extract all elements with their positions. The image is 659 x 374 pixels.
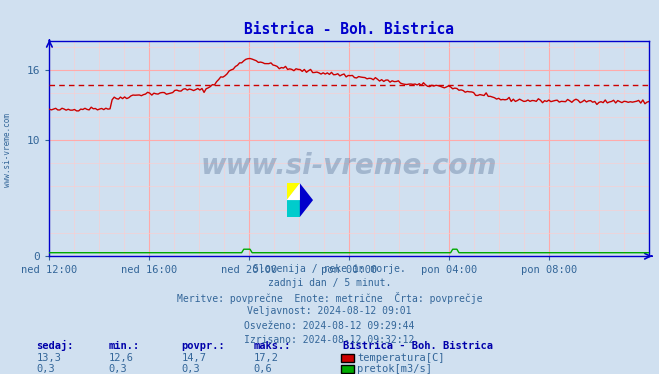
Text: sedaj:: sedaj: [36,340,74,352]
Text: 17,2: 17,2 [254,353,279,363]
Text: maks.:: maks.: [254,341,291,351]
Text: 0,6: 0,6 [254,364,272,374]
Text: pretok[m3/s]: pretok[m3/s] [357,364,432,374]
Text: povpr.:: povpr.: [181,341,225,351]
Title: Bistrica - Boh. Bistrica: Bistrica - Boh. Bistrica [244,22,454,37]
Text: Veljavnost: 2024-08-12 09:01: Veljavnost: 2024-08-12 09:01 [247,306,412,316]
Text: 0,3: 0,3 [181,364,200,374]
Text: 14,7: 14,7 [181,353,206,363]
Text: Bistrica - Boh. Bistrica: Bistrica - Boh. Bistrica [343,341,493,351]
Text: Osveženo: 2024-08-12 09:29:44: Osveženo: 2024-08-12 09:29:44 [244,321,415,331]
Polygon shape [287,200,300,217]
Text: zadnji dan / 5 minut.: zadnji dan / 5 minut. [268,278,391,288]
Text: temperatura[C]: temperatura[C] [357,353,445,363]
Polygon shape [287,183,300,200]
Text: 0,3: 0,3 [109,364,127,374]
Text: Meritve: povprečne  Enote: metrične  Črta: povprečje: Meritve: povprečne Enote: metrične Črta:… [177,292,482,304]
Text: 13,3: 13,3 [36,353,61,363]
Polygon shape [287,183,300,200]
Text: 0,3: 0,3 [36,364,55,374]
Text: www.si-vreme.com: www.si-vreme.com [201,152,498,180]
Text: 12,6: 12,6 [109,353,134,363]
Text: Izrisano: 2024-08-12 09:32:12: Izrisano: 2024-08-12 09:32:12 [244,335,415,345]
Text: Slovenija / reke in morje.: Slovenija / reke in morje. [253,264,406,274]
Polygon shape [300,183,313,217]
Text: min.:: min.: [109,341,140,351]
Text: www.si-vreme.com: www.si-vreme.com [3,113,13,187]
